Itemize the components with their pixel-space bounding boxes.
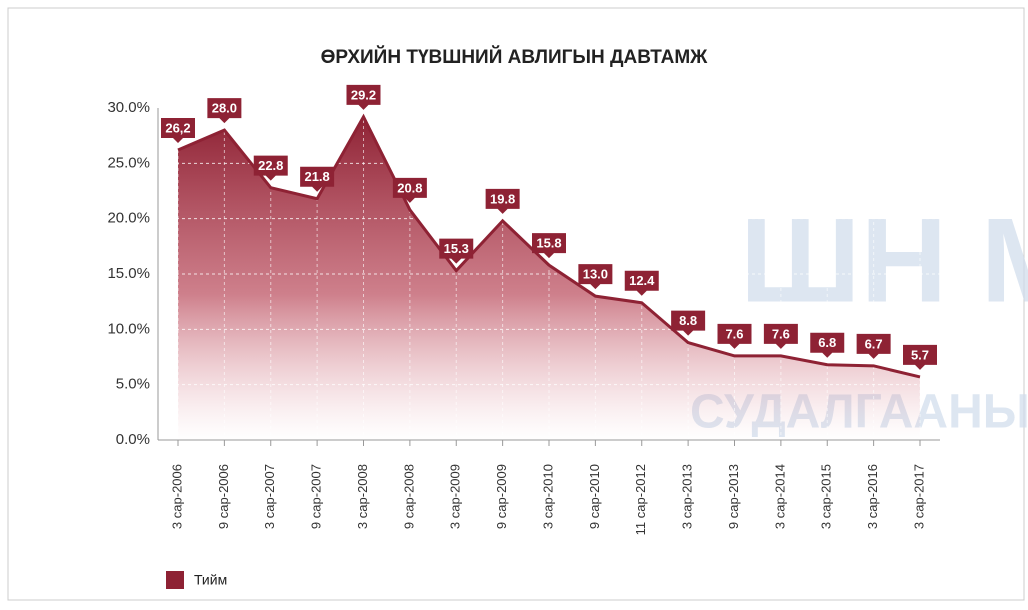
y-tick-label: 10.0% [107, 320, 150, 337]
data-label: 6.8 [818, 335, 836, 350]
data-label: 5.7 [911, 347, 929, 362]
label-box [578, 264, 613, 290]
x-tick-label: 9 сар-2009 [494, 464, 509, 529]
data-label: 22.8 [258, 158, 283, 173]
y-tick-label: 0.0% [116, 431, 150, 448]
data-label: 15.3 [444, 241, 469, 256]
x-tick-label: 3 сар-2013 [680, 464, 695, 529]
data-label: 15.8 [536, 236, 561, 251]
label-box [856, 333, 891, 359]
x-tick-label: 9 сар-2008 [401, 464, 416, 529]
data-label: 19.8 [490, 191, 515, 206]
label-box [810, 332, 845, 358]
line [177, 113, 921, 379]
data-label: 7.6 [725, 326, 743, 341]
data-label: 21.8 [304, 169, 329, 184]
x-tick-label: 3 сар-2016 [865, 464, 880, 529]
data-label: 6.7 [865, 336, 883, 351]
x-tick-label: 3 сар-2015 [819, 464, 834, 529]
label-box [671, 310, 706, 336]
x-tick-label: 3 сар-2017 [911, 464, 926, 529]
legend-swatch [166, 571, 184, 589]
data-label: 12.4 [629, 273, 655, 288]
label-box [392, 177, 427, 203]
data-label: 26,2 [165, 120, 190, 135]
x-tick-label: 3 сар-2006 [169, 464, 184, 529]
label-box [439, 238, 474, 264]
label-box [903, 344, 937, 370]
y-tick-label: 15.0% [107, 265, 150, 282]
y-tick-label: 30.0% [107, 99, 150, 116]
chart-title: ӨРХИЙН ТҮВШНИЙ АВЛИГЫН ДАВТАМЖ [321, 46, 709, 68]
y-tick-label: 5.0% [116, 376, 150, 393]
label-box [346, 84, 381, 110]
label-box [161, 118, 195, 144]
legend-label: Тийм [194, 572, 227, 588]
label-box [485, 188, 520, 214]
label-box [300, 166, 335, 192]
label-box [763, 323, 798, 349]
label-box [253, 155, 288, 181]
data-label: 29.2 [351, 87, 376, 102]
x-tick-label: 3 сар-2007 [262, 464, 277, 529]
x-tick-label: 3 сар-2008 [355, 464, 370, 529]
x-tick-label: 9 сар-2006 [216, 464, 231, 529]
x-tick-label: 3 сар-2009 [448, 464, 463, 529]
label-box [624, 270, 659, 296]
label-box [532, 233, 566, 259]
data-label: 8.8 [679, 313, 697, 328]
x-tick-label: 9 сар-2007 [309, 464, 324, 529]
label-box [207, 98, 242, 124]
x-tick-label: 9 сар-2013 [726, 464, 741, 529]
data-label: 20.8 [397, 180, 422, 195]
x-tick-label: 3 сар-2010 [540, 464, 555, 529]
x-tick-label: 9 сар-2010 [587, 464, 602, 529]
label-box [717, 323, 752, 349]
watermark: ШН М [740, 194, 1028, 328]
x-tick-label: 3 сар-2014 [772, 464, 787, 529]
data-label: 7.6 [772, 326, 790, 341]
data-label: 13.0 [583, 267, 608, 282]
x-tick-label: 11 сар-2012 [633, 464, 648, 535]
y-tick-label: 20.0% [107, 210, 150, 227]
y-tick-label: 25.0% [107, 154, 150, 171]
data-label: 28.0 [212, 101, 237, 116]
